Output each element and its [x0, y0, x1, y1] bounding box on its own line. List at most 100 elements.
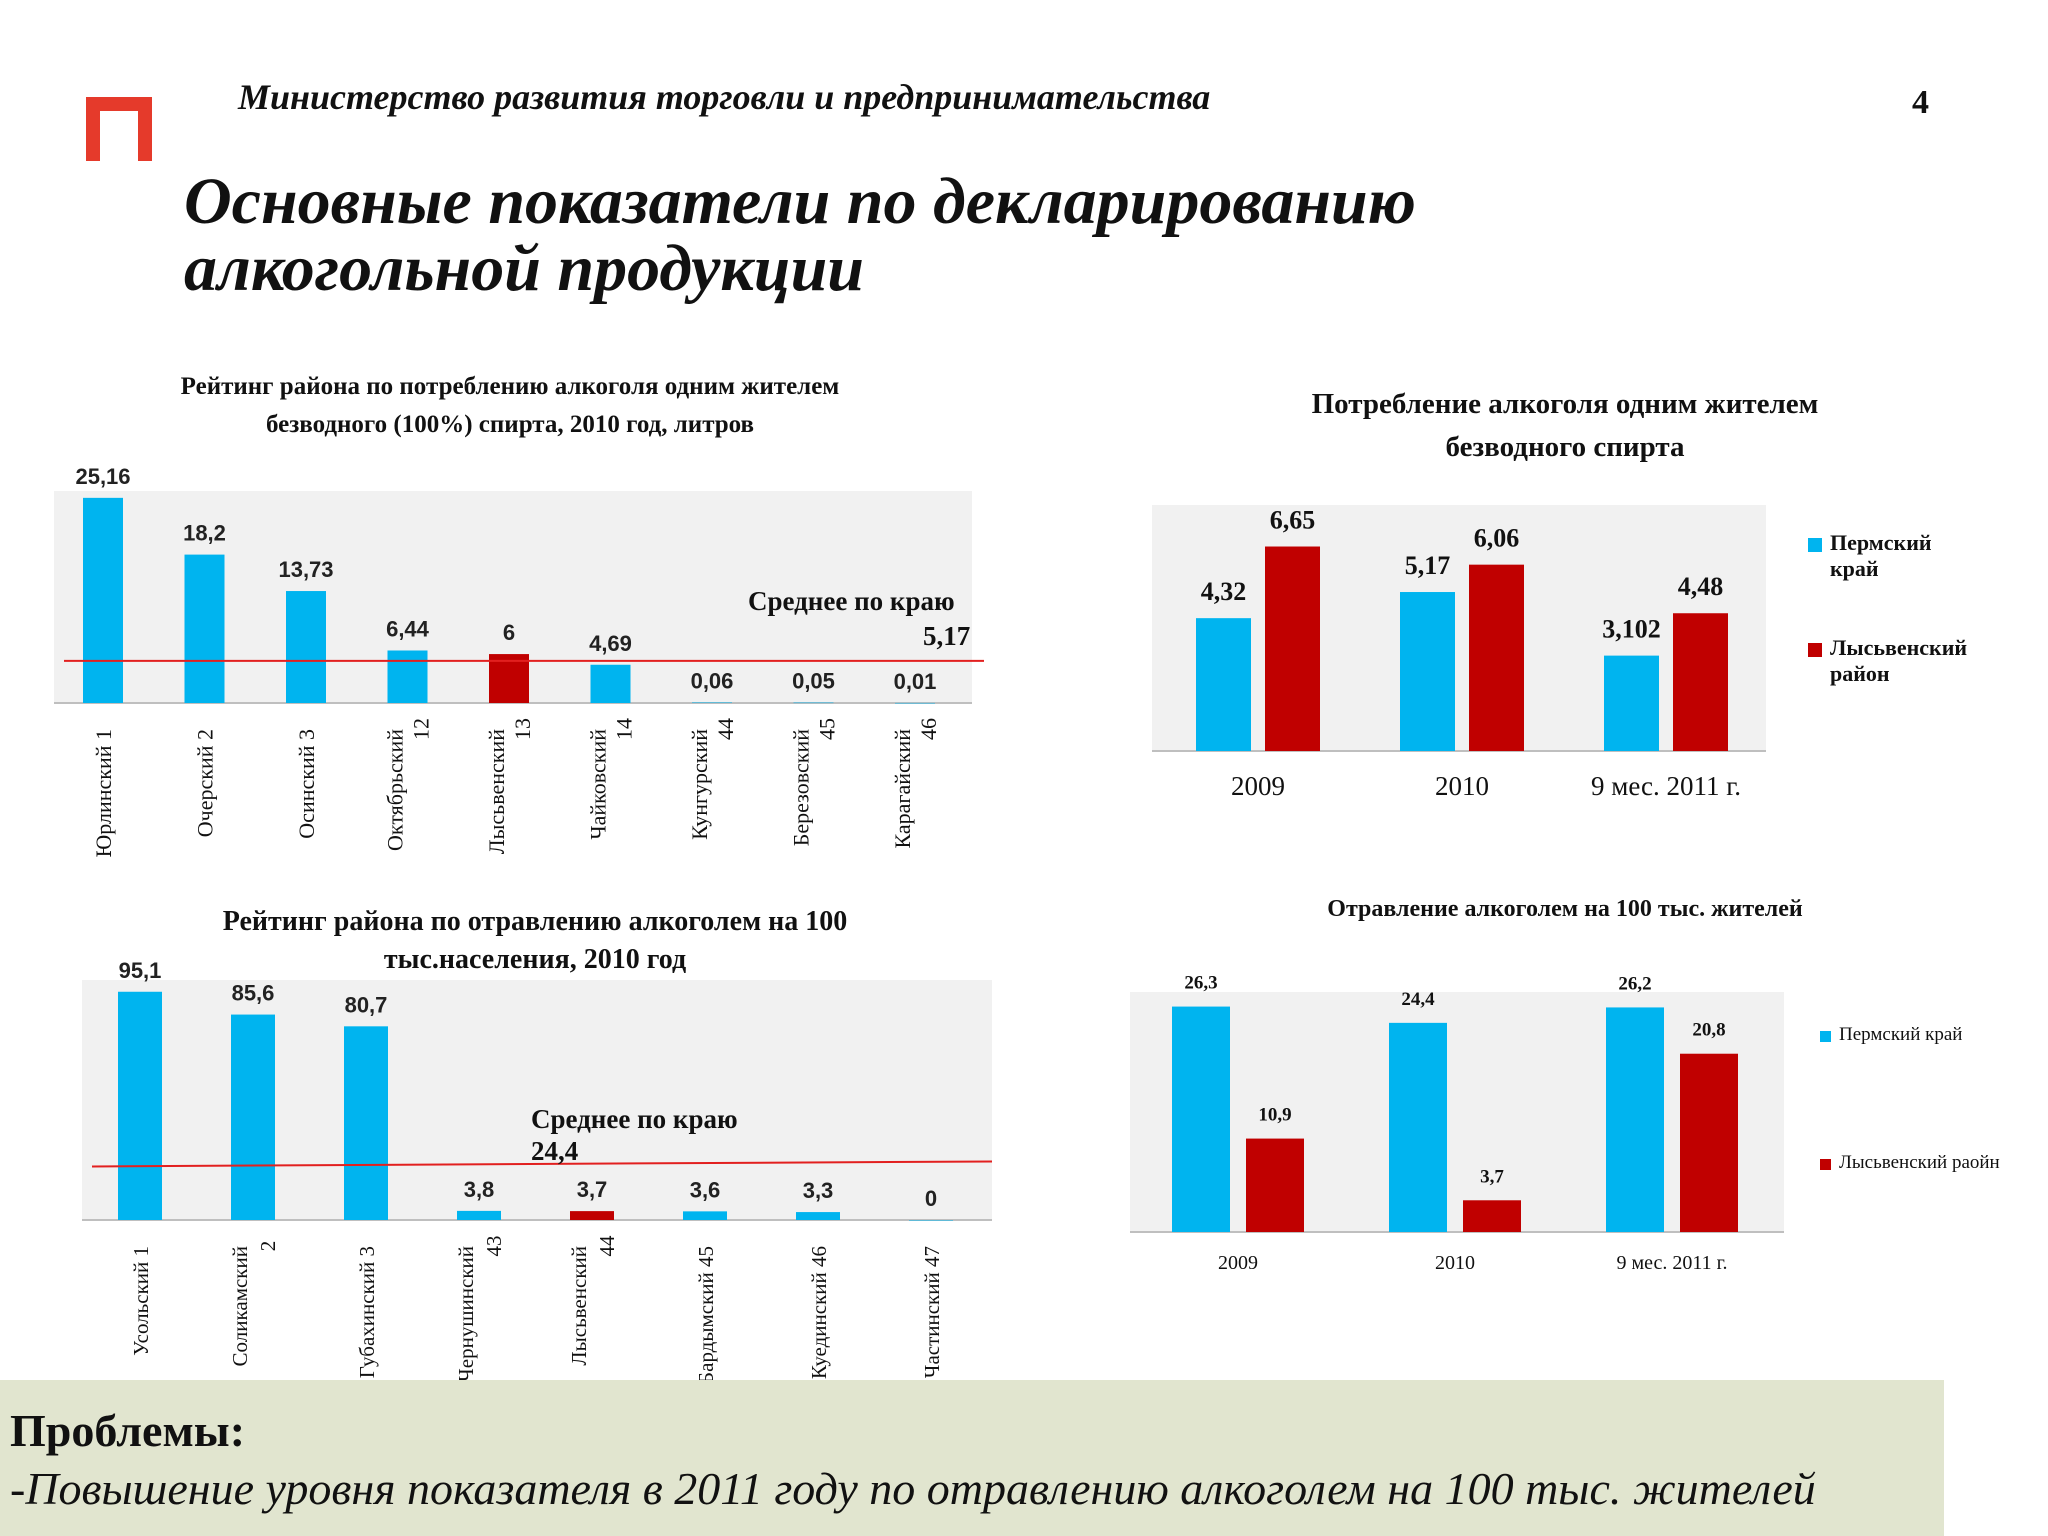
bar-0	[118, 991, 162, 1220]
bar-2	[286, 591, 326, 703]
bar-8	[895, 702, 935, 704]
category-label-1: Очерский 2	[193, 729, 218, 837]
poisoning-rating-title-line-1: Рейтинг района по отравлению алкоголем н…	[222, 906, 848, 937]
category-label-1: 2010	[1435, 1252, 1475, 1274]
page-title-line-1: Основные показатели по декларированию	[184, 165, 1416, 238]
bar-series-1-1	[1469, 564, 1524, 751]
value-label-series-0-2: 26,2	[1618, 973, 1651, 994]
value-label-3: 6,44	[386, 616, 430, 641]
legend-swatch-1	[1808, 643, 1822, 657]
category-label-2: 9 мес. 2011 г.	[1616, 1252, 1727, 1274]
value-label-1: 85,6	[232, 981, 275, 1006]
legend-swatch-0	[1820, 1031, 1831, 1042]
consumption-years-title: Потребление алкоголя одним жителем безво…	[1225, 383, 1905, 469]
bar-7	[909, 1220, 953, 1221]
page-title-line-2: алкогольной продукции	[184, 232, 864, 305]
ministry-logo	[86, 97, 152, 161]
category-label-3-1: 12	[409, 718, 434, 740]
legend-label-0-line-2: край	[1830, 556, 1879, 581]
value-label-8: 0,01	[894, 669, 937, 694]
category-label-0: Юрлинский 1	[91, 729, 116, 857]
category-label-5: Бардымский 45	[694, 1246, 718, 1384]
problems-text: -Повышение уровня показателя в 2011 году…	[10, 1463, 1816, 1514]
average-line	[91, 1160, 993, 1168]
ministry-name: Министерство развития торговли и предпри…	[238, 77, 1211, 117]
value-label-series-1-1: 6,06	[1474, 524, 1520, 553]
value-label-5: 3,6	[690, 1177, 721, 1202]
category-label-4-0: Лысьвенский	[567, 1246, 591, 1366]
bar-1	[231, 1014, 275, 1220]
problems-heading: Проблемы:	[10, 1405, 246, 1456]
category-label-1-0: Соликамский	[228, 1246, 252, 1366]
poisoning-rating-title-line-2: тыс.населения, 2010 год	[383, 944, 687, 975]
value-label-series-1-2: 20,8	[1692, 1020, 1725, 1041]
poisoning-rating-chart: 95,1 Усольский 1 85,6 Соликамский 2 80,7 Губах…	[82, 958, 993, 1384]
bar-6	[796, 1212, 840, 1220]
bar-series-0-2	[1604, 655, 1659, 751]
value-label-series-1-2: 4,48	[1678, 572, 1724, 601]
bar-series-0-0	[1196, 618, 1251, 751]
category-label-4-0: Лысьвенский	[484, 729, 509, 855]
value-label-6: 0,06	[691, 669, 734, 694]
category-label-5-1: 14	[612, 718, 637, 740]
poisoning-years-title: Отравление алкоголем на 100 тыс. жителей	[1327, 896, 1803, 922]
legend-swatch-0	[1808, 538, 1822, 552]
value-label-series-0-0: 4,32	[1201, 577, 1247, 606]
category-label-7-0: Березовский	[789, 729, 814, 846]
category-label-7: Частинский 47	[920, 1246, 944, 1378]
plot-area	[82, 980, 992, 1220]
bar-4	[570, 1211, 614, 1220]
legend-swatch-1	[1820, 1159, 1831, 1170]
bar-2	[344, 1026, 388, 1220]
value-label-4: 6	[503, 620, 515, 645]
average-value-label: 5,17	[923, 621, 970, 651]
bar-series-0-0	[1172, 1006, 1230, 1232]
value-label-series-0-1: 24,4	[1401, 989, 1435, 1010]
bar-series-0-1	[1400, 592, 1455, 751]
average-label: Среднее по краю	[531, 1104, 738, 1134]
plot-area	[1152, 505, 1766, 751]
value-label-5: 4,69	[589, 631, 632, 656]
value-label-6: 3,3	[803, 1178, 834, 1203]
category-label-6: Куединский 46	[807, 1246, 831, 1379]
category-label-6-1: 44	[713, 718, 738, 740]
category-label-5-0: Чайковский	[586, 729, 611, 840]
consumption-years-title-line-1: Потребление алкоголя одним жителем	[1311, 388, 1819, 420]
bar-5	[683, 1211, 727, 1220]
bar-series-1-2	[1680, 1053, 1738, 1232]
bar-4	[489, 654, 529, 703]
bar-5	[590, 664, 631, 703]
bar-3	[387, 650, 428, 703]
category-label-6-0: Кунгурский	[687, 729, 712, 840]
poisoning-years-chart: 26,3 10,9 2009 24,4 3,7 2010 26,2 20,8 9 мес. 20…	[1130, 973, 2000, 1274]
legend-label-0-line-1: Пермский	[1830, 530, 1932, 555]
category-label-0: Усольский 1	[129, 1246, 153, 1356]
category-label-7-1: 45	[815, 718, 840, 740]
problems-panel	[0, 1380, 1944, 1536]
bar-7	[793, 702, 834, 704]
value-label-1: 18,2	[183, 521, 226, 546]
category-label-2: Губахинский 3	[355, 1246, 379, 1378]
average-value-label: 24,4	[531, 1136, 578, 1166]
bar-1	[184, 554, 225, 703]
legend-label-1: Лысьвенский раойн	[1839, 1152, 2000, 1173]
value-label-series-0-2: 3,102	[1602, 615, 1661, 644]
category-label-2: Осинский 3	[294, 729, 319, 839]
value-label-series-1-0: 6,65	[1270, 506, 1316, 535]
bar-6	[692, 702, 732, 704]
legend-label-1-line-2: район	[1830, 661, 1890, 686]
category-label-0: 2009	[1231, 771, 1285, 801]
category-label-0: 2009	[1218, 1252, 1258, 1274]
bar-series-0-2	[1606, 1007, 1664, 1232]
value-label-2: 13,73	[278, 557, 333, 582]
bar-series-1-0	[1246, 1138, 1304, 1232]
category-label-4-1: 44	[595, 1235, 619, 1257]
legend-label-1-line-1: Лысьвенский	[1830, 635, 1967, 660]
consumption-rating-title-line-2: безводного (100%) спирта, 2010 год, литр…	[265, 411, 755, 438]
bar-series-1-2	[1673, 613, 1728, 751]
value-label-0: 95,1	[119, 958, 162, 983]
category-label-3-0: Октябрьский	[383, 729, 408, 851]
value-label-series-0-1: 5,17	[1405, 551, 1451, 580]
value-label-series-1-1: 3,7	[1480, 1166, 1504, 1187]
consumption-rating-chart: 25,16 Юрлинский 1 18,2 Очерский 2 13,73 Осинс…	[54, 464, 984, 857]
